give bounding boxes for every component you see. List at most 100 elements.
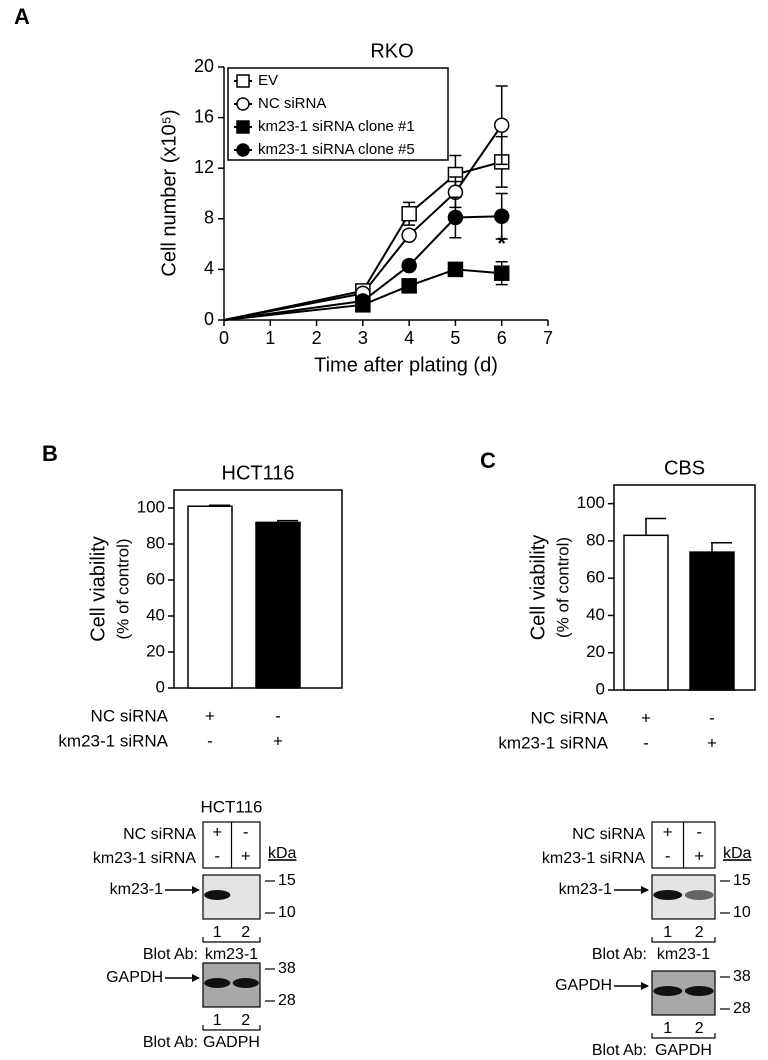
- lane-number: 1: [663, 1020, 672, 1037]
- marker: [493, 117, 510, 133]
- protein-label: km23-1: [110, 881, 163, 898]
- y-axis-label: Cell viability: [527, 535, 549, 641]
- lane-bracket: [202, 1025, 261, 1031]
- condition-mark: +: [212, 822, 222, 841]
- legend-box: [227, 67, 449, 161]
- size-label: 10: [733, 904, 751, 921]
- blot-band: [684, 986, 714, 996]
- condition-mark: +: [205, 706, 215, 725]
- marker: [236, 97, 250, 111]
- y-tick-label: 40: [146, 605, 165, 624]
- marker: [493, 208, 510, 225]
- antibody-prefix: Blot Ab:: [592, 1042, 647, 1059]
- arrow-head: [192, 886, 200, 894]
- x-tick-label: 5: [450, 328, 460, 348]
- y-tick-label: 60: [146, 569, 165, 588]
- blot-title: HCT116: [200, 797, 262, 816]
- condition-mark: -: [275, 706, 281, 725]
- lane-number: 1: [213, 1012, 222, 1029]
- x-tick-label: 7: [543, 328, 553, 348]
- chart-title: HCT116: [222, 462, 295, 484]
- panel-label: C: [480, 448, 496, 473]
- size-label: 38: [733, 968, 751, 985]
- size-label: 28: [733, 1000, 751, 1017]
- x-tick-label: 4: [404, 328, 414, 348]
- bar: [187, 505, 233, 689]
- condition-label: km23-1 siRNA: [498, 733, 608, 752]
- condition-label: NC siRNA: [572, 826, 645, 843]
- y-tick-label: 0: [204, 309, 214, 329]
- y-tick-label: 20: [586, 642, 605, 661]
- legend-label: NC siRNA: [258, 95, 326, 112]
- protein-label: GAPDH: [106, 969, 163, 986]
- x-tick-label: 3: [358, 328, 368, 348]
- blot-band: [653, 890, 683, 900]
- condition-mark: +: [241, 846, 251, 865]
- y-tick-label: 0: [156, 677, 165, 696]
- condition-mark: -: [207, 731, 213, 750]
- condition-mark: +: [641, 708, 651, 727]
- condition-label: NC siRNA: [123, 826, 196, 843]
- condition-label: km23-1 siRNA: [58, 731, 168, 750]
- antibody-label: km23-1: [205, 946, 258, 963]
- lane-number: 2: [241, 1012, 250, 1029]
- bar: [255, 521, 301, 689]
- antibody-prefix: Blot Ab:: [592, 946, 647, 963]
- condition-mark: -: [665, 846, 671, 865]
- x-tick-label: 0: [219, 328, 229, 348]
- y-tick-label: 16: [194, 106, 214, 126]
- lane-number: 1: [663, 924, 672, 941]
- arrow-head: [641, 886, 649, 894]
- size-label: 38: [278, 960, 296, 977]
- y-tick-label: 40: [586, 605, 605, 624]
- antibody-prefix: Blot Ab:: [143, 1034, 198, 1051]
- blot-band: [204, 978, 231, 988]
- legend-label: EV: [258, 72, 278, 89]
- error-bar: [711, 542, 732, 553]
- legend-label: km23-1 siRNA clone #5: [258, 141, 415, 158]
- y-axis-label: (% of control): [113, 538, 132, 639]
- x-axis-label: Time after plating (d): [314, 354, 498, 376]
- lane-number: 2: [695, 1020, 704, 1037]
- marker: [401, 227, 417, 243]
- blot-band: [204, 890, 231, 900]
- legend-label: km23-1 siRNA clone #1: [258, 118, 415, 135]
- condition-label: NC siRNA: [531, 708, 609, 727]
- size-label: 15: [278, 872, 296, 889]
- condition-mark: -: [709, 708, 715, 727]
- condition-mark: -: [696, 822, 702, 841]
- blot-band: [653, 986, 683, 996]
- marker: [236, 143, 250, 157]
- y-tick-label: 20: [146, 641, 165, 660]
- unit-label: kDa: [723, 845, 752, 862]
- marker: [447, 209, 464, 226]
- y-axis-label: Cell viability: [87, 536, 109, 642]
- condition-mark: -: [643, 733, 649, 752]
- condition-label: km23-1 siRNA: [542, 850, 645, 867]
- x-tick-label: 1: [265, 328, 275, 348]
- y-tick-label: 4: [204, 258, 214, 278]
- arrow-head: [641, 982, 649, 990]
- y-tick-label: 60: [586, 568, 605, 587]
- y-tick-label: 20: [194, 56, 214, 76]
- y-tick-label: 80: [146, 533, 165, 552]
- antibody-label: GAPDH: [655, 1042, 712, 1059]
- condition-mark: +: [694, 846, 704, 865]
- lane-number: 2: [695, 924, 704, 941]
- marker: [493, 265, 510, 281]
- condition-mark: -: [214, 846, 220, 865]
- lane-bracket: [651, 1033, 716, 1039]
- protein-label: GAPDH: [555, 977, 612, 994]
- plot-frame: [613, 484, 756, 691]
- condition-mark: +: [707, 733, 717, 752]
- condition-mark: -: [243, 822, 249, 841]
- x-tick-label: 2: [312, 328, 322, 348]
- marker: [401, 257, 417, 274]
- condition-label: km23-1 siRNA: [93, 850, 196, 867]
- antibody-label: GADPH: [203, 1034, 260, 1051]
- lane-number: 2: [241, 924, 250, 941]
- lane-number: 1: [213, 924, 222, 941]
- chart-title: RKO: [370, 40, 413, 62]
- y-tick-label: 100: [137, 497, 165, 516]
